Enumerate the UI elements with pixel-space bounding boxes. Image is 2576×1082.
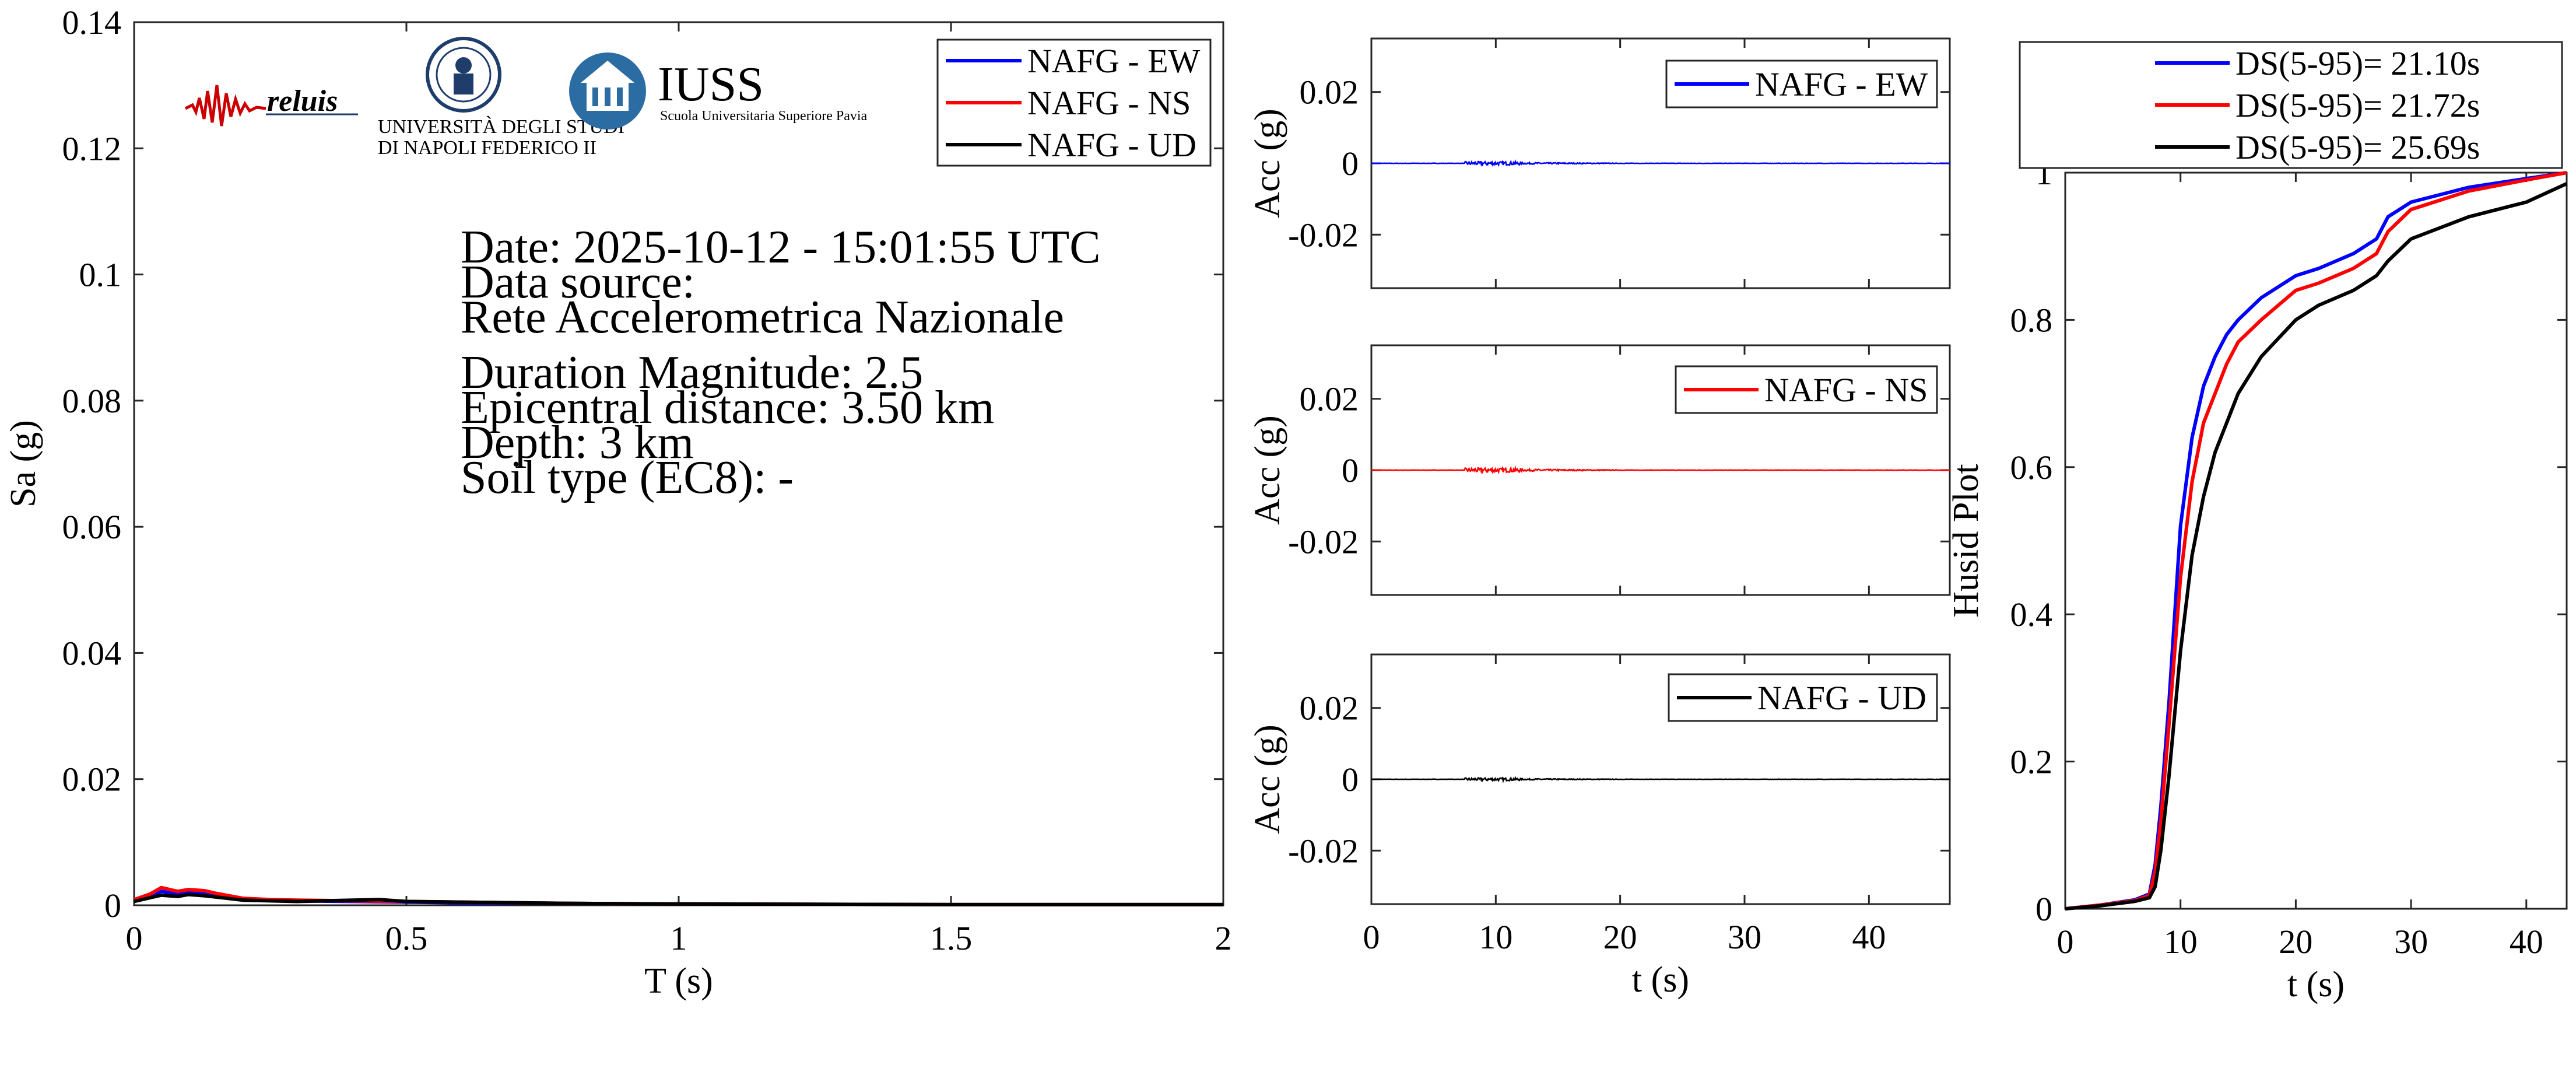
unina-seal-inner-ring: [436, 47, 492, 103]
series-line-3: [2065, 182, 2568, 911]
unina-line-2: DI NAPOLI FEDERICO II: [378, 137, 596, 159]
y-tick-label: 0.4: [2010, 596, 2053, 633]
y-tick-label: 0.02: [62, 761, 122, 799]
x-tick-label: 30: [1728, 918, 1761, 956]
y-axis-label: Acc (g): [1248, 108, 1287, 218]
charts-layer: 0 0.5 1 1.5 200.020.040.060.080.10.120.14T (…: [3, 3, 2568, 1004]
series-line-2: [2065, 171, 2567, 911]
legend-entry: DS(5-95)= 21.10s: [2235, 44, 2480, 82]
y-tick-label: 0: [2035, 890, 2052, 928]
legend-entry: NAFG - UD: [1757, 679, 1926, 717]
iuss-emblem-column: [605, 87, 610, 106]
y-tick-label: -0.02: [1288, 523, 1359, 561]
x-tick-label: 10: [2164, 923, 2198, 961]
data-source-label: Data source:: [461, 257, 695, 308]
event-date: Date: 2025-10-12 - 15:01:55 UTC: [461, 222, 1101, 273]
chart-acc_ud: 0 10 20 30 40 0.02 0 -0.02 t (s) Acc (g) NAFG - UD: [1248, 653, 1951, 1000]
iuss-emblem-column: [617, 87, 623, 106]
data-source-value: Rete Accelerometrica Nazionale: [461, 292, 1064, 343]
y-tick-label: -0.02: [1288, 216, 1359, 254]
x-tick-label: 1: [671, 919, 687, 957]
legend-entry: NAFG - UD: [1027, 126, 1196, 164]
y-tick-label: 0: [104, 887, 121, 925]
y-tick-label: 0.04: [62, 634, 122, 672]
reluis-logo: reluis: [184, 85, 358, 127]
y-tick-label: 0.02: [1300, 73, 1359, 111]
legend-box: [2019, 41, 2563, 169]
y-tick-label: -0.02: [1288, 832, 1359, 870]
x-tick-label: 40: [1852, 918, 1886, 956]
y-tick-label: 0.06: [62, 508, 122, 546]
y-tick-label: 0: [1342, 761, 1359, 799]
iuss-emblem-column: [592, 87, 598, 106]
acceleration-trace: [1371, 465, 1950, 475]
x-tick-label: 0: [1363, 918, 1380, 956]
x-axis-label: T (s): [644, 961, 713, 1001]
legend-entry: NAFG - NS: [1764, 371, 1928, 409]
iuss-logo-subtitle: Scuola Universitaria Superiore Pavia: [660, 108, 868, 124]
legend: NAFG - UD: [1668, 673, 1938, 722]
x-tick-label: 0.5: [385, 919, 428, 957]
reluis-waveform-icon: [184, 85, 266, 127]
y-tick-label: 0.14: [62, 3, 122, 41]
y-tick-label: 0.1: [79, 256, 122, 294]
y-axis-label: Husid Plot: [1946, 464, 1986, 618]
series-line-3: [134, 892, 1223, 906]
legend-entry: DS(5-95)= 25.69s: [2235, 128, 2480, 166]
y-tick-label: 0.6: [2010, 449, 2053, 486]
acceleration-trace: [1371, 159, 1950, 167]
legend: DS(5-95)= 21.10s DS(5-95)= 21.72s DS(5-95)…: [2019, 41, 2563, 169]
duration-magnitude: Duration Magnitude: 2.5: [461, 347, 923, 398]
x-tick-label: 30: [2394, 923, 2428, 961]
y-axis-label: Sa (g): [3, 420, 43, 507]
iuss-logo: IUSS Scuola Universitaria Superiore Pavi…: [569, 52, 868, 129]
axes-frame: [2064, 171, 2568, 910]
y-tick-label: 0.02: [1300, 689, 1359, 727]
y-tick-label: 0.02: [1300, 380, 1359, 418]
x-tick-label: 20: [1603, 918, 1637, 956]
legend-entry: NAFG - NS: [1027, 84, 1191, 122]
legend: NAFG - NS: [1675, 365, 1938, 414]
acceleration-trace: [1371, 776, 1950, 784]
y-tick-label: 0.08: [62, 382, 122, 420]
event-info-block: Date: 2025-10-12 - 15:01:55 UTC Data sou…: [461, 222, 1101, 503]
legend-entry: NAFG - EW: [1755, 65, 1928, 103]
x-tick-label: 2: [1215, 919, 1232, 957]
soil-type: Soil type (EC8): -: [461, 452, 794, 503]
x-tick-label: 0: [2057, 923, 2074, 961]
x-axis-label: t (s): [2287, 965, 2345, 1004]
legend: NAFG - EW NAFG - NS NAFG - UD: [936, 38, 1212, 167]
y-tick-label: 0.8: [2010, 301, 2053, 339]
unina-seal-figure-head: [455, 57, 472, 73]
x-tick-label: 40: [2510, 923, 2543, 961]
y-tick-label: 0: [1342, 145, 1359, 183]
y-axis-label: Acc (g): [1248, 415, 1287, 525]
x-tick-label: 20: [2279, 923, 2312, 961]
reluis-logo-text: reluis: [267, 85, 338, 118]
x-axis-label: t (s): [1632, 960, 1689, 1000]
epicentral-distance: Epicentral distance: 3.50 km: [461, 382, 994, 433]
iuss-logo-text: IUSS: [658, 57, 764, 111]
iuss-emblem-roof: [581, 61, 634, 83]
chart-spectrum: 0 0.5 1 1.5 2 0 0.02 0.04 0.06 0.08 0.1 0.12 0.14 T (…: [3, 3, 1232, 1001]
x-tick-label: 0: [126, 919, 143, 957]
legend-entry: NAFG - EW: [1027, 42, 1201, 80]
y-tick-label: 0.12: [62, 129, 122, 167]
x-tick-label: 1.5: [930, 919, 973, 957]
legend: NAFG - EW: [1665, 59, 1938, 108]
unina-seal-figure-body: [454, 73, 473, 94]
logos-layer: reluis UNIVERSITÀ DEGLI STUDI DI NAPOLI …: [184, 37, 868, 159]
y-tick-label: 0.2: [2010, 743, 2053, 781]
y-tick-label: 0: [1342, 451, 1359, 489]
x-tick-label: 10: [1479, 918, 1512, 956]
event-depth: Depth: 3 km: [461, 417, 694, 468]
y-axis-label: Acc (g): [1248, 724, 1287, 834]
legend-entry: DS(5-95)= 21.72s: [2235, 86, 2480, 124]
